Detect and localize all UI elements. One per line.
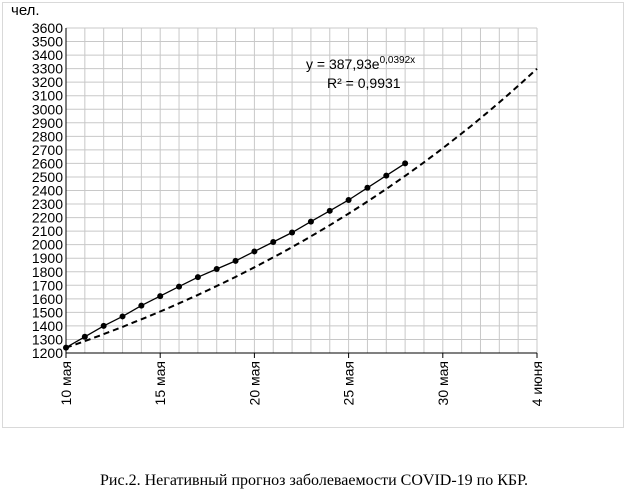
y-tick-label: 1700: [32, 277, 63, 293]
y-tick-label: 3200: [32, 74, 63, 90]
y-tick-label: 2100: [32, 223, 63, 239]
r-squared-label: R² = 0,9931: [327, 75, 401, 91]
data-point: [307, 218, 314, 225]
y-tick-label: 2500: [32, 169, 63, 185]
data-point: [270, 238, 277, 245]
data-point: [63, 344, 69, 351]
y-tick-label: 2800: [32, 128, 63, 144]
data-point: [176, 283, 183, 290]
y-axis-label: чел.: [11, 3, 40, 19]
y-tick-label: 3500: [32, 34, 63, 50]
x-tick-label: 15 мая: [152, 361, 168, 405]
y-tick-label: 3600: [32, 20, 63, 36]
axis-layer: 1200130014001500160017001800190020002100…: [32, 20, 545, 406]
y-tick-label: 1200: [32, 345, 63, 361]
data-point: [100, 322, 107, 329]
x-tick-label: 20 мая: [246, 361, 262, 405]
grid-layer: [65, 27, 538, 354]
x-tick-label: 10 мая: [58, 361, 74, 405]
data-point: [157, 293, 164, 300]
y-tick-label: 1900: [32, 250, 63, 266]
y-tick-label: 2700: [32, 142, 63, 158]
y-tick-label: 2400: [32, 183, 63, 199]
y-tick-label: 1500: [32, 304, 63, 320]
y-tick-label: 3400: [32, 47, 63, 63]
data-point: [119, 313, 126, 320]
y-tick-label: 3100: [32, 88, 63, 104]
data-point: [383, 172, 390, 179]
x-tick-label: 30 мая: [435, 361, 451, 405]
y-tick-label: 1800: [32, 264, 63, 280]
chart-svg: 1200130014001500160017001800190020002100…: [11, 3, 545, 406]
y-tick-label: 1300: [32, 331, 63, 347]
y-tick-label: 2900: [32, 115, 63, 131]
y-tick-label: 2000: [32, 237, 63, 253]
x-tick-label: 4 июня: [529, 361, 545, 406]
trend-equation-exponent: 0,0392x: [380, 55, 416, 66]
figure-caption: Рис.2. Негативный прогноз заболеваемости…: [100, 472, 528, 489]
data-point: [364, 184, 371, 191]
chart-frame: 1200 1300 1400 1500 1600 1700 1800 1900 2000 2100…: [2, 2, 624, 428]
y-tick-label: 2600: [32, 155, 63, 171]
data-point: [289, 229, 296, 236]
data-point: [81, 333, 88, 340]
data-point: [402, 160, 409, 167]
y-tick-label: 3300: [32, 61, 63, 77]
data-point: [326, 207, 333, 214]
data-point: [138, 302, 145, 309]
trend-line: [65, 67, 538, 349]
data-point: [251, 248, 258, 255]
y-tick-label: 1400: [32, 318, 63, 334]
data-point: [345, 196, 352, 203]
y-tick-label: 2300: [32, 196, 63, 212]
x-tick-label: 25 мая: [341, 361, 357, 405]
y-tick-label: 1600: [32, 291, 63, 307]
y-tick-label: 3000: [32, 101, 63, 117]
data-point: [232, 257, 239, 264]
data-point: [213, 266, 220, 273]
trend-equation-base: y = 387,93e: [306, 56, 380, 72]
data-point: [194, 274, 201, 281]
trend-equation: y = 387,93e0,0392x: [306, 55, 415, 72]
series-layer: [63, 67, 538, 351]
y-tick-label: 2200: [32, 210, 63, 226]
